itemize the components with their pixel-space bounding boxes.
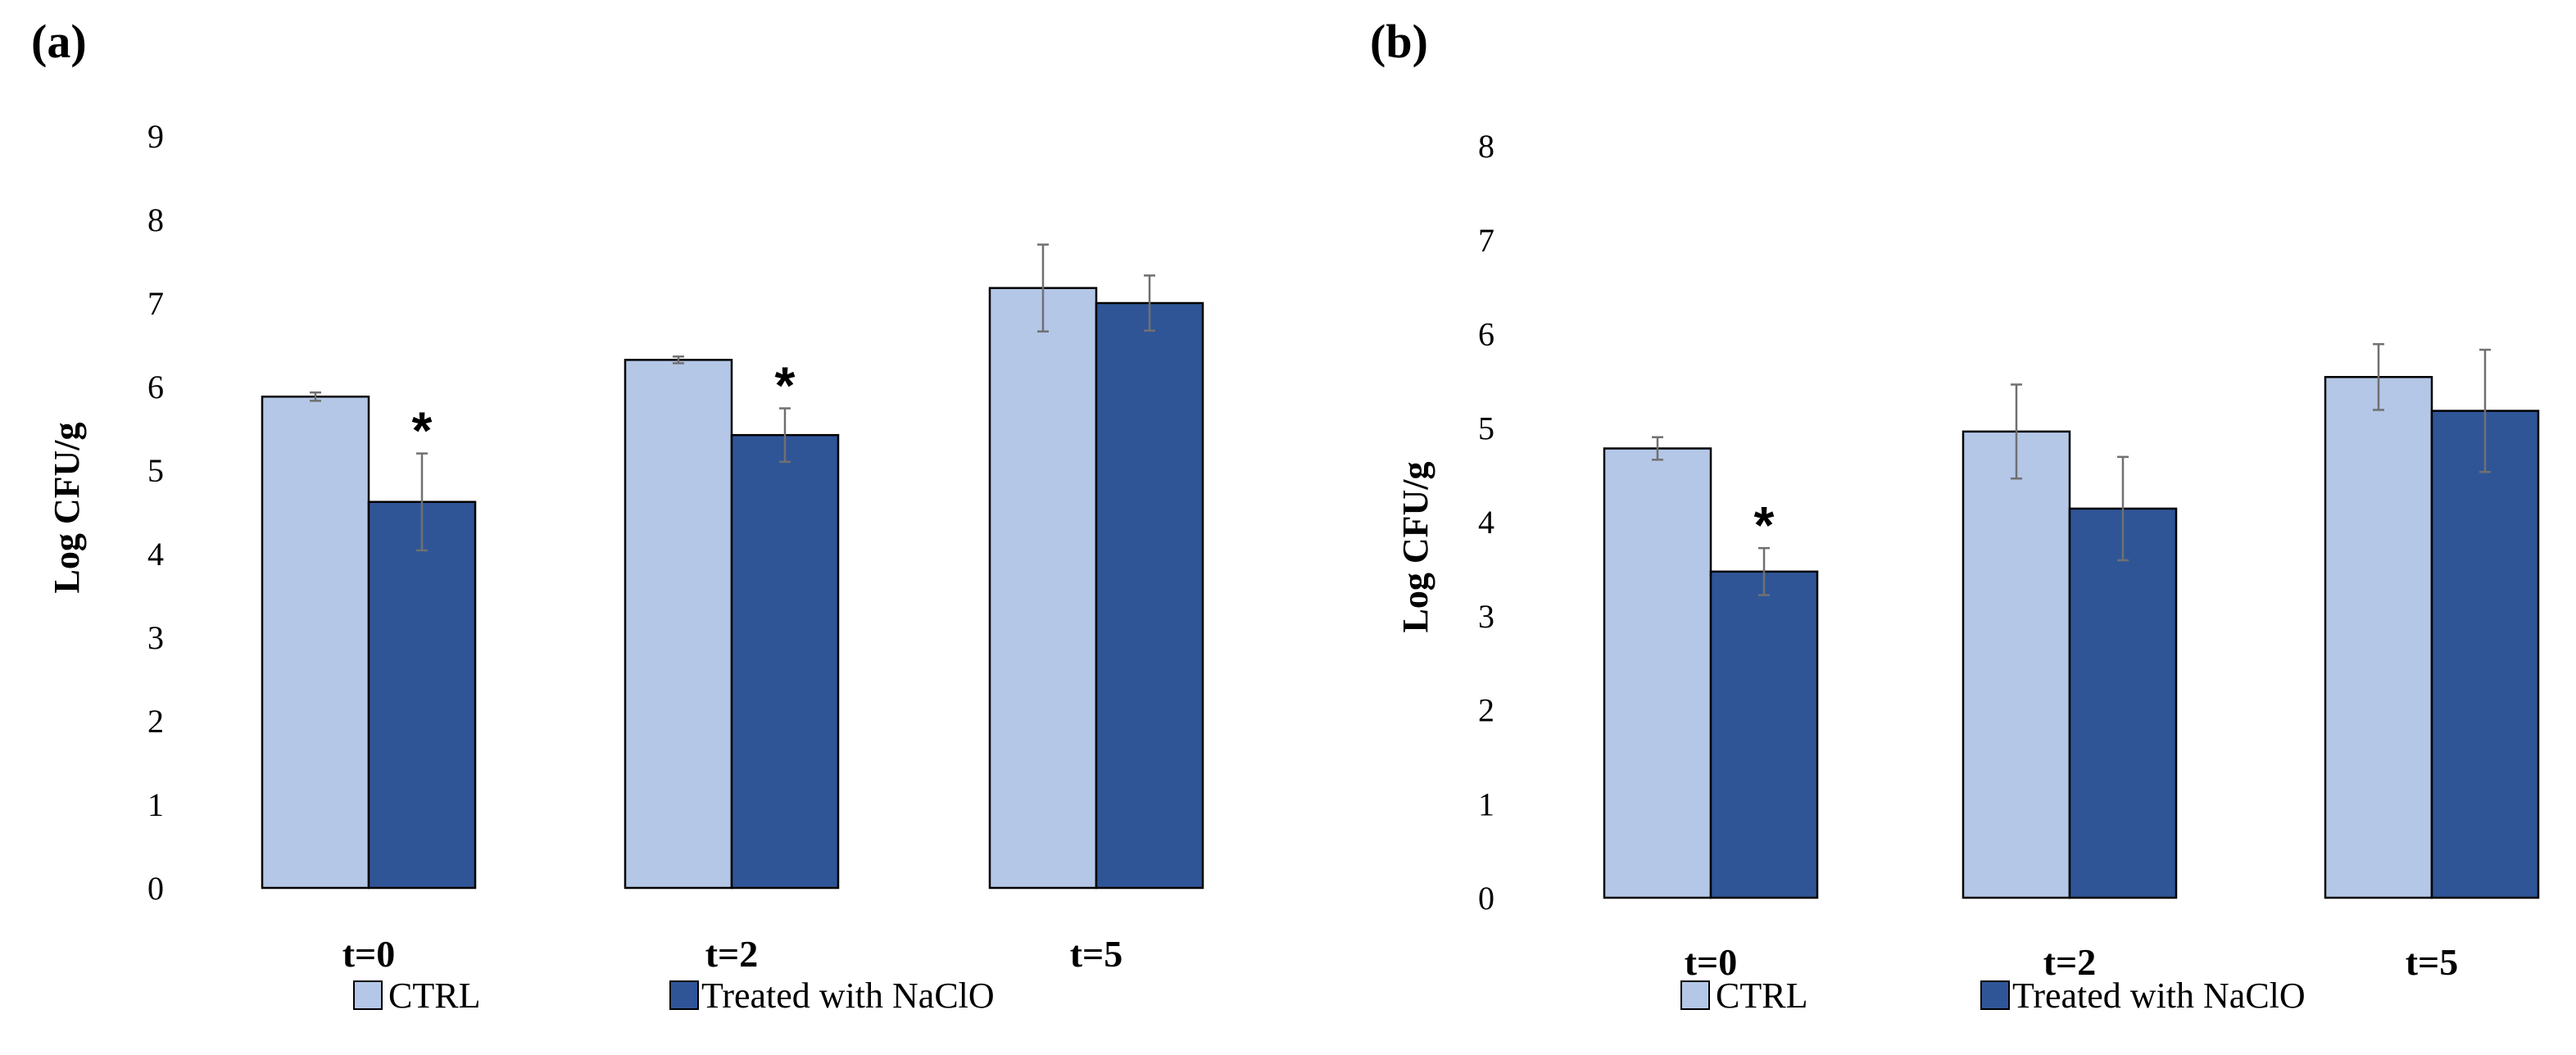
- bar-treated-t=2: [730, 433, 840, 890]
- panel-label: (a): [31, 15, 87, 68]
- y-tick-label: 7: [1478, 222, 1494, 259]
- bar-ctrl-t=2: [624, 359, 733, 890]
- y-tick-label: 1: [147, 786, 164, 823]
- significance-asterisk: *: [412, 401, 433, 460]
- x-category-label: t=0: [342, 933, 396, 975]
- y-tick-label: 0: [1478, 880, 1494, 917]
- bar-treated-t=0: [367, 500, 477, 890]
- y-tick-label: 5: [1478, 410, 1494, 446]
- panel-label: (b): [1370, 15, 1428, 68]
- bar-treated-t=5: [2430, 410, 2540, 899]
- y-tick-label: 2: [147, 703, 164, 740]
- chart-panel-b: (b) Log CFU/g 0 1 2 3 4 5 6 7 8 t=0 t=2 t=5 * CTRL Treat…: [1370, 15, 2540, 1016]
- y-tick-label: 6: [1478, 316, 1494, 353]
- x-category-label: t=0: [1685, 941, 1738, 983]
- bar-treated-t=2: [2068, 507, 2178, 899]
- legend-swatch-treated: [669, 980, 699, 1010]
- x-category-label: t=5: [1070, 933, 1123, 975]
- y-axis-label: Log CFU/g: [1395, 462, 1435, 633]
- y-tick-label: 1: [1478, 786, 1494, 822]
- legend: CTRL Treated with NaClO: [353, 976, 995, 1016]
- y-tick-label: 9: [147, 118, 164, 155]
- chart-panel-a: (a) Log CFU/g 0 1 2 3 4 5 6 7 8 9 t=0 t=2 t=5 * * CTRL Tre…: [31, 15, 1204, 1016]
- legend-swatch-treated: [1980, 980, 2010, 1010]
- legend: CTRL Treated with NaClO: [1680, 976, 2306, 1016]
- x-category-label: t=2: [2043, 941, 2097, 983]
- x-category-label: t=2: [705, 933, 759, 975]
- y-tick-label: 5: [147, 452, 164, 489]
- significance-asterisk: *: [1754, 496, 1775, 555]
- y-tick-label: 8: [1478, 128, 1494, 165]
- y-tick-label: 8: [147, 201, 164, 238]
- y-axis-label: Log CFU/g: [47, 423, 87, 594]
- significance-asterisk: *: [775, 356, 796, 415]
- bar-ctrl-t=2: [1961, 430, 2071, 899]
- bar-ctrl-t=0: [1603, 447, 1712, 899]
- y-tick-label: 2: [1478, 692, 1494, 729]
- bar-ctrl-t=5: [2324, 376, 2433, 899]
- y-tick-label: 7: [147, 285, 164, 322]
- legend-label-ctrl: CTRL: [1716, 976, 1807, 1016]
- bar-treated-t=0: [1709, 570, 1819, 899]
- y-tick-label: 3: [1478, 598, 1494, 635]
- y-tick-label: 0: [147, 870, 164, 907]
- bar-ctrl-t=5: [988, 287, 1098, 890]
- y-tick-label: 4: [147, 536, 164, 573]
- bar-ctrl-t=0: [261, 395, 370, 890]
- bar-treated-t=5: [1095, 301, 1204, 890]
- legend-swatch-ctrl: [353, 980, 383, 1010]
- legend-label-ctrl: CTRL: [388, 976, 480, 1016]
- legend-label-treated: Treated with NaClO: [701, 976, 995, 1016]
- x-category-label: t=5: [2406, 941, 2459, 983]
- y-tick-label: 6: [147, 369, 164, 405]
- y-tick-label: 4: [1478, 504, 1494, 541]
- legend-label-treated: Treated with NaClO: [2012, 976, 2306, 1016]
- y-tick-label: 3: [147, 619, 164, 656]
- legend-swatch-ctrl: [1680, 980, 1710, 1010]
